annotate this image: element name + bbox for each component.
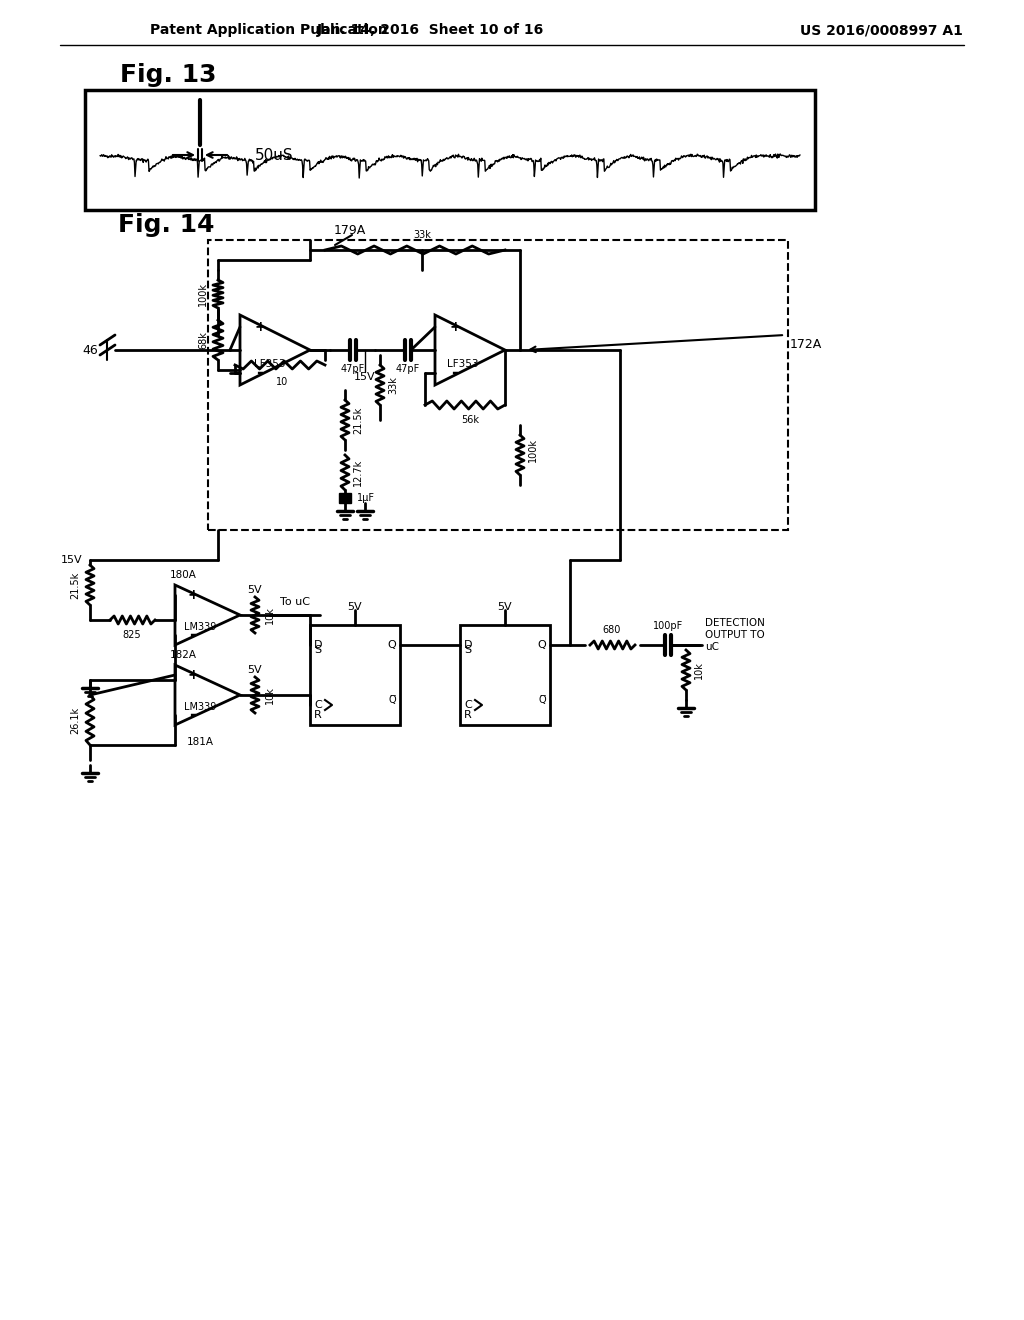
Text: 825: 825	[123, 630, 141, 640]
Text: Patent Application Publication: Patent Application Publication	[150, 22, 388, 37]
Text: 172A: 172A	[790, 338, 822, 351]
Text: S: S	[465, 645, 472, 655]
Bar	[339, 492, 351, 503]
Text: Fig. 14: Fig. 14	[118, 213, 214, 238]
Text: R: R	[464, 710, 472, 719]
Text: R: R	[314, 710, 322, 719]
Text: Q̅: Q̅	[388, 696, 396, 705]
Text: 5V: 5V	[348, 602, 362, 612]
Text: C: C	[314, 700, 322, 710]
Bar	[310, 624, 400, 725]
Text: 180A: 180A	[170, 570, 197, 579]
Text: 15V: 15V	[354, 372, 376, 381]
Text: 179A: 179A	[334, 223, 367, 236]
Text: +: +	[187, 668, 199, 682]
Bar	[208, 240, 788, 531]
Text: 15V: 15V	[60, 554, 82, 565]
Text: S: S	[314, 645, 322, 655]
Text: Q̅: Q̅	[539, 696, 546, 705]
Text: LM339: LM339	[184, 622, 216, 632]
Text: Fig. 13: Fig. 13	[120, 63, 216, 87]
Text: Jan. 14, 2016  Sheet 10 of 16: Jan. 14, 2016 Sheet 10 of 16	[316, 22, 544, 37]
Text: 10k: 10k	[265, 686, 275, 704]
Text: LF353: LF353	[447, 359, 479, 370]
Text: 21.5k: 21.5k	[70, 572, 80, 599]
Text: +: +	[450, 319, 461, 334]
Text: 182A: 182A	[170, 649, 197, 660]
Text: D: D	[464, 640, 472, 649]
Text: 181A: 181A	[186, 737, 213, 747]
Text: 5V: 5V	[248, 665, 262, 675]
Text: 10k: 10k	[694, 661, 705, 678]
Text: LF353: LF353	[254, 359, 286, 370]
Text: 1μF: 1μF	[357, 492, 375, 503]
Text: -: -	[452, 364, 459, 381]
Text: 21.5k: 21.5k	[353, 407, 362, 434]
Text: -: -	[189, 626, 197, 644]
Text: 46: 46	[82, 343, 98, 356]
Text: 10k: 10k	[265, 606, 275, 624]
Text: D: D	[313, 640, 323, 649]
Text: 33k: 33k	[413, 230, 431, 240]
Text: C: C	[464, 700, 472, 710]
Text: Q: Q	[388, 640, 396, 649]
Text: 680: 680	[603, 624, 622, 635]
Text: 100pF: 100pF	[653, 620, 683, 631]
Text: 56k: 56k	[461, 414, 479, 425]
Text: 50uS: 50uS	[255, 148, 294, 162]
Text: +: +	[254, 319, 266, 334]
Text: 10: 10	[275, 378, 288, 387]
Text: US 2016/0008997 A1: US 2016/0008997 A1	[800, 22, 963, 37]
Text: 5V: 5V	[498, 602, 512, 612]
Bar	[85, 90, 815, 210]
Text: -: -	[189, 706, 197, 723]
Text: LM339: LM339	[184, 702, 216, 711]
Text: -: -	[257, 364, 263, 381]
Text: 100k: 100k	[198, 282, 208, 306]
Text: 47pF: 47pF	[396, 364, 420, 374]
Text: To uC: To uC	[280, 597, 310, 607]
Text: 100k: 100k	[528, 438, 538, 462]
Text: 12.7k: 12.7k	[353, 458, 362, 486]
Text: 47pF: 47pF	[341, 364, 366, 374]
Text: +: +	[187, 587, 199, 602]
Text: DETECTION
OUTPUT TO
uC: DETECTION OUTPUT TO uC	[705, 618, 765, 652]
Text: 68k: 68k	[198, 331, 208, 348]
Text: 26.1k: 26.1k	[70, 706, 80, 734]
Text: 5V: 5V	[248, 585, 262, 595]
Bar	[460, 624, 550, 725]
Text: Q: Q	[538, 640, 547, 649]
Text: 33k: 33k	[388, 376, 398, 393]
